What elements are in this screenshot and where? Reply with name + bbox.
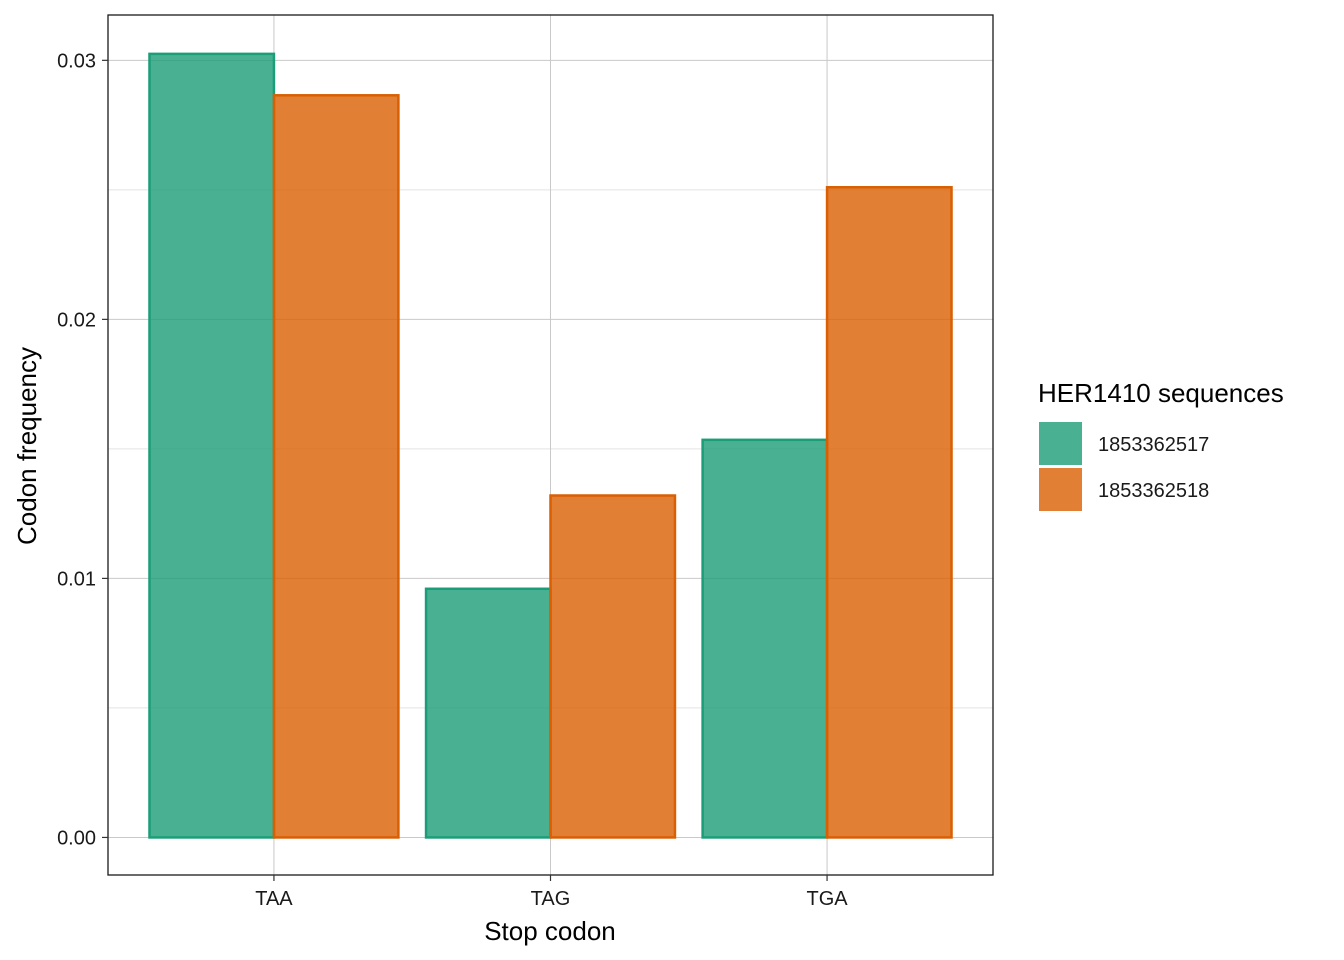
y-tick-label: 0.01 (57, 568, 96, 590)
bar (701, 438, 829, 839)
bars (148, 52, 953, 839)
y-tick-label: 0.02 (57, 309, 96, 331)
bar (825, 186, 953, 839)
x-tick-label: TGA (807, 888, 849, 910)
bar (549, 494, 677, 839)
x-axis-title: Stop codon (484, 916, 616, 946)
x-tick-label: TAA (255, 888, 293, 910)
bar (424, 587, 552, 839)
legend-label: 1853362517 (1098, 434, 1209, 456)
legend-items: 1853362517 1853362518 (1039, 422, 1209, 511)
bar (272, 94, 400, 839)
legend-key (1039, 468, 1082, 511)
bar (148, 52, 276, 839)
y-tick-label: 0.03 (57, 50, 96, 72)
x-tick-label: TAG (531, 888, 571, 910)
legend-label: 1853362518 (1098, 480, 1209, 502)
y-tick-label: 0.00 (57, 827, 96, 849)
legend-key (1039, 422, 1082, 465)
x-axis: TAA TAG TGA (255, 875, 848, 910)
y-axis: 0.00 0.01 0.02 0.03 (57, 50, 108, 849)
legend: HER1410 sequences 1853362517 1853362518 (1038, 378, 1284, 511)
legend-title: HER1410 sequences (1038, 378, 1284, 408)
y-axis-title: Codon frequency (12, 347, 42, 545)
